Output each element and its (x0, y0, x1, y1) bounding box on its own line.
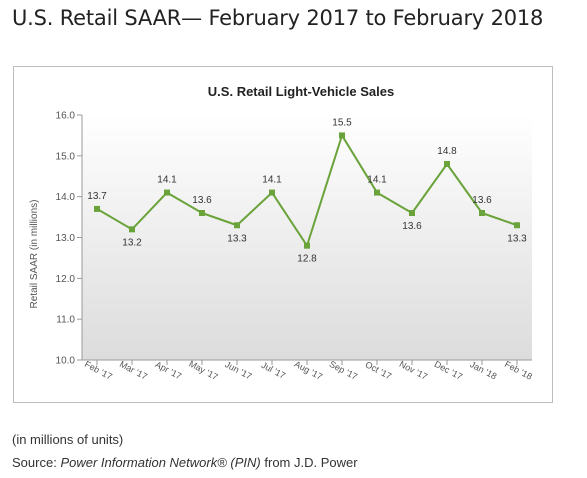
data-label: 13.6 (472, 195, 492, 206)
data-point (199, 210, 205, 216)
units-note: (in millions of units) (12, 432, 124, 447)
source-name: Power Information Network® (PIN) (60, 455, 261, 470)
data-label: 14.1 (262, 175, 282, 186)
x-tick-label: Sep '17 (328, 359, 359, 382)
data-label: 14.8 (437, 146, 457, 157)
data-point (479, 210, 485, 216)
x-tick-label: Dec '17 (433, 359, 464, 382)
x-tick-label: Feb '17 (83, 359, 114, 382)
y-tick-label: 13.0 (56, 233, 76, 244)
x-tick-label: Jun '17 (223, 359, 253, 381)
data-label: 13.6 (192, 195, 212, 206)
data-point (234, 222, 240, 229)
y-axis-label: Retail SAAR (in millions) (29, 200, 40, 309)
data-label: 12.8 (297, 254, 317, 265)
data-label: 14.1 (157, 175, 177, 186)
data-point (269, 189, 275, 196)
data-point (514, 222, 520, 229)
data-label: 13.3 (227, 233, 247, 244)
line-chart: U.S. Retail Light-Vehicle Sales Retail S… (29, 84, 534, 382)
data-point (129, 226, 135, 233)
chart-frame: U.S. Retail Light-Vehicle Sales Retail S… (13, 66, 553, 403)
x-tick-label: Aug '17 (293, 359, 324, 382)
data-point (164, 189, 170, 196)
source-label: Source: (12, 455, 57, 470)
y-tick-label: 10.0 (56, 356, 76, 367)
source-note: Source: Power Information Network® (PIN)… (12, 455, 358, 470)
x-tick-label: Jan '18 (468, 359, 498, 381)
source-suffix: from J.D. Power (264, 455, 358, 470)
x-tick-label: Apr '17 (154, 359, 184, 381)
x-tick-label: Feb '18 (503, 359, 534, 382)
y-tick-label: 15.0 (56, 151, 76, 162)
data-label: 13.7 (87, 191, 107, 202)
data-label: 14.1 (367, 175, 387, 186)
y-tick-label: 14.0 (56, 192, 76, 203)
data-point (409, 210, 415, 216)
data-point (444, 161, 450, 167)
plot-area (82, 115, 532, 360)
data-label: 15.5 (332, 117, 352, 128)
x-tick-label: Oct '17 (364, 359, 394, 381)
y-tick-label: 16.0 (56, 111, 76, 122)
data-label: 13.3 (507, 233, 527, 244)
data-point (304, 242, 310, 249)
x-tick-label: May '17 (187, 359, 219, 382)
data-point (374, 189, 380, 196)
chart-title: U.S. Retail Light-Vehicle Sales (208, 84, 394, 99)
data-label: 13.2 (122, 237, 142, 248)
x-tick-label: Nov '17 (398, 359, 429, 382)
x-tick-label: Jul '17 (260, 360, 287, 381)
y-tick-label: 11.0 (56, 315, 75, 326)
x-tick-label: Mar '17 (118, 359, 149, 382)
data-label: 13.6 (402, 221, 422, 232)
data-point (339, 132, 345, 139)
y-tick-label: 12.0 (56, 274, 76, 285)
page-title: U.S. Retail SAAR— February 2017 to Febru… (12, 6, 544, 30)
data-point (94, 205, 100, 212)
